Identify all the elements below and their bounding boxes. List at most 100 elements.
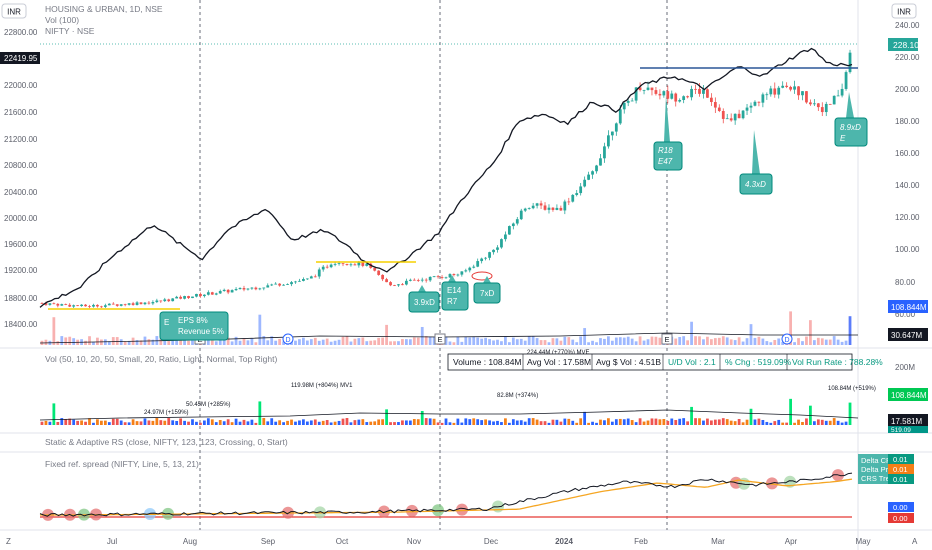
volume-panel-bar [797,419,800,425]
candle-body [191,296,194,299]
main-volume-bar [345,336,349,345]
volume-panel-bar [76,420,80,425]
main-volume-bar [337,339,341,345]
volume-panel-bar [353,420,357,425]
main-volume-bar [658,337,662,345]
main-volume-bar [365,341,369,345]
volume-panel-bar [812,421,816,425]
main-volume-bar [460,341,464,345]
candle-body [702,89,705,94]
candle-body [654,90,658,94]
volume-panel-bar [115,418,119,425]
right-axis: 240.00 220.00 200.00 180.00 160.00 140.0… [888,21,928,341]
candle-body [836,95,840,97]
candle-body [844,72,848,89]
main-volume-bar [408,339,412,345]
svg-text:Revenue 5%: Revenue 5% [178,327,224,336]
candle-body [123,304,127,306]
candle-body [709,97,713,103]
main-volume-bar [654,336,658,345]
main-volume-bar [361,337,365,345]
volume-panel-bar [230,422,234,425]
main-volume-bar [309,339,313,345]
volume-panel-bar [666,420,670,425]
volume-panel-bar [242,419,246,425]
symbol-line: HOUSING & URBAN, 1D, NSE [45,4,163,14]
dividend-marker-2[interactable]: D [781,333,793,345]
candle-body [52,303,56,305]
candle-body [496,247,499,250]
callout-89xd[interactable]: 8.9xD E [834,92,868,147]
main-volume-bar [397,341,400,345]
main-volume-bar [507,342,511,345]
candle-body [749,105,753,108]
candle-body [547,207,551,210]
candle-body [103,305,107,307]
time-label-2: Sep [261,537,276,546]
volume-panel-bar [571,420,575,425]
candle-body [432,276,436,278]
main-volume-bar [832,336,836,345]
crs-trend-value: 0.01 [893,475,908,484]
volume-panel-bar [500,422,503,425]
left-tick-4: 20800.00 [4,161,38,170]
callout-43xd[interactable]: 4.3xD [739,130,773,195]
earnings-marker-2[interactable]: E [434,333,446,345]
svg-text:E14: E14 [447,286,462,295]
callout-e14[interactable]: E14 R7 [441,275,469,311]
volume-panel-bar [345,418,349,425]
volume-panel-bars [40,398,852,425]
main-volume-bar [183,339,186,345]
candle-body [40,303,44,305]
candle-body [476,261,480,267]
candle-body [48,303,52,305]
volume-panel-bar [448,422,452,425]
right-tick-5: 140.00 [895,181,920,190]
left-tick-8: 19200.00 [4,266,38,275]
main-volume-bar [801,341,804,345]
volume-panel-bar [80,420,83,425]
volume-panel-bar [48,421,52,425]
main-volume-bar [258,314,262,345]
candle-body [694,88,697,90]
volume-panel-bar [377,419,381,425]
main-volume-bar [353,338,357,345]
main-volume-bar [741,341,745,345]
volume-panel-bar [741,422,745,425]
volume-panel-bar [706,418,709,425]
main-volume-bar [472,336,476,345]
candle-body [662,91,666,96]
callout-7xd[interactable]: 7xD [471,271,501,304]
main-volume-bar [694,336,697,345]
candle-body [68,304,72,307]
right-tick-1: 220.00 [895,53,920,62]
svg-text:8.9xD: 8.9xD [840,123,861,132]
time-corner-left[interactable]: Z [6,537,11,546]
dividend-marker-1[interactable]: D [282,333,294,345]
main-volume-bar [769,342,773,345]
candle-body [135,302,139,305]
callout-r18[interactable]: R18 E47 [653,95,683,171]
main-volume-bar [539,340,543,345]
callout-39xd[interactable]: 3.9xD [408,285,440,313]
earnings-marker-3[interactable]: E [661,333,673,345]
volume-panel-bar [432,418,436,425]
main-volume-bar [753,337,757,345]
candle-body [329,264,333,268]
candle-body [460,271,464,275]
candle-body [72,305,76,307]
time-corner-right[interactable]: A [912,537,918,546]
candle-body [238,288,242,290]
volume-panel-bar [844,421,848,425]
volume-panel-bar [476,419,480,425]
volume-panel-bar [349,422,353,425]
candle-body [100,306,103,308]
candle-body [729,118,733,121]
rs-line [39,472,853,517]
callout-eps[interactable]: E EPS 8% Revenue 5% [159,311,229,341]
volume-panel-bar [226,419,230,425]
volume-panel-bar [428,418,432,425]
main-volume-bar [373,340,377,345]
main-volume-bar [135,340,139,345]
